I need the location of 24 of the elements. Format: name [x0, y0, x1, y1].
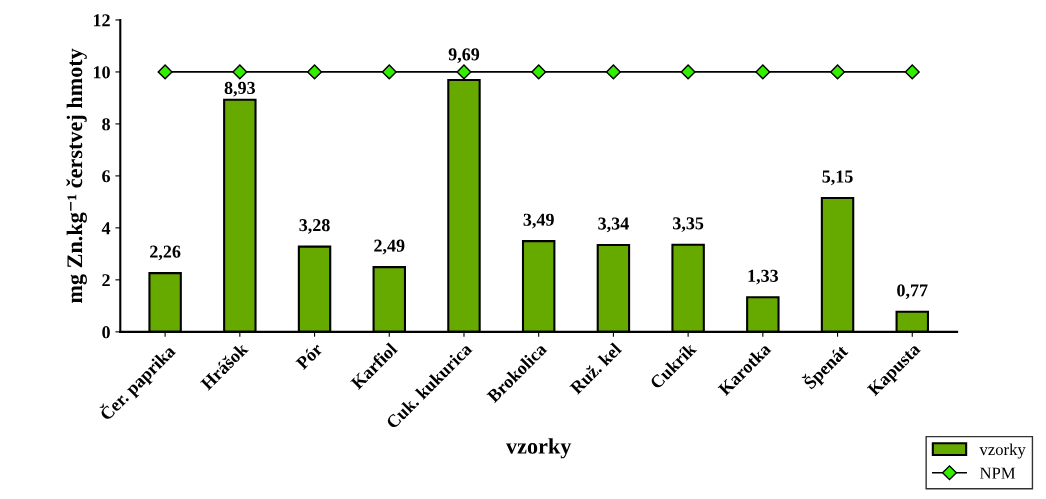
x-axis-title: vzorky — [505, 438, 572, 459]
y-tick-label: 4 — [101, 222, 111, 235]
y-axis-title: mg Zn.kg⁻¹ čerstvej hmoty — [66, 48, 87, 303]
y-tick-label: 12 — [93, 14, 110, 27]
y-tick-label: 0 — [102, 326, 110, 339]
data-label: 5,15 — [822, 170, 853, 186]
legend-label: vzorky — [979, 443, 1026, 459]
data-label: 2,49 — [374, 239, 405, 255]
data-label: 3,49 — [523, 213, 554, 229]
data-label: 3,28 — [299, 219, 330, 234]
x-tick-label: Ruž. kel — [568, 341, 623, 396]
data-label: 3,34 — [598, 217, 629, 233]
data-label: 9,69 — [448, 48, 480, 64]
x-tick-label: Pór — [294, 341, 324, 371]
y-tick-label: 8 — [102, 118, 110, 131]
y-tick-label: 10 — [93, 66, 110, 79]
data-label: 3,35 — [673, 217, 704, 233]
data-label: 2,26 — [150, 245, 181, 261]
y-tick-label: 6 — [102, 170, 111, 183]
data-label: 0,77 — [897, 284, 928, 300]
legend-label: NPM — [979, 467, 1016, 479]
y-tick-label: 2 — [102, 274, 110, 287]
data-label: 1,33 — [748, 269, 779, 285]
data-label: 8,93 — [224, 81, 256, 97]
